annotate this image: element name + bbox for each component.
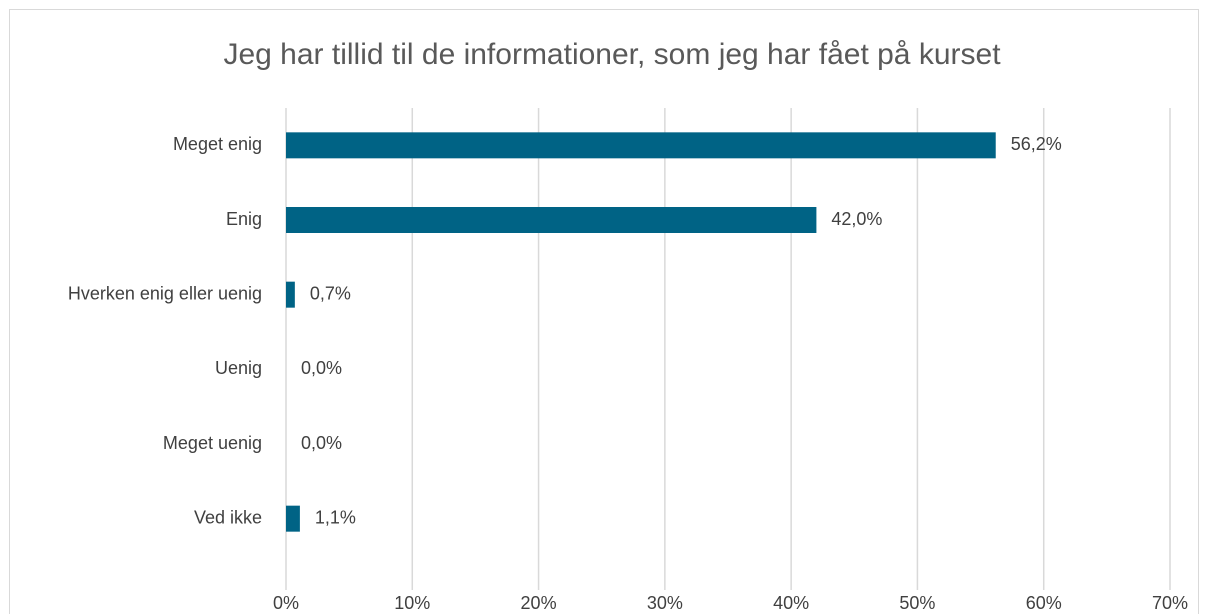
data-label: 0,0% (301, 358, 342, 378)
x-tick-label: 50% (899, 593, 935, 613)
x-tick-label: 0% (273, 593, 299, 613)
chart-border (9, 9, 1199, 614)
data-label: 56,2% (1011, 134, 1062, 154)
chart-title: Jeg har tillid til de informationer, som… (223, 38, 1001, 71)
y-tick-label: Uenig (215, 358, 262, 378)
data-label: 42,0% (831, 209, 882, 229)
x-tick-label: 20% (521, 593, 557, 613)
bar (286, 132, 996, 159)
y-tick-label: Hverken enig eller uenig (68, 283, 262, 303)
y-tick-label: Enig (226, 209, 262, 229)
bar (286, 281, 295, 308)
x-tick-label: 30% (647, 593, 683, 613)
bar (286, 505, 300, 532)
data-label: 0,0% (301, 433, 342, 453)
x-tick-label: 70% (1152, 593, 1188, 613)
y-tick-label: Meget uenig (163, 433, 262, 453)
bar (286, 207, 817, 233)
data-label: 1,1% (315, 507, 356, 527)
y-tick-label: Ved ikke (194, 507, 262, 527)
x-tick-label: 10% (394, 593, 430, 613)
data-label: 0,7% (310, 283, 351, 303)
x-tick-label: 60% (1026, 593, 1062, 613)
x-tick-label: 40% (773, 593, 809, 613)
y-tick-label: Meget enig (173, 134, 262, 154)
